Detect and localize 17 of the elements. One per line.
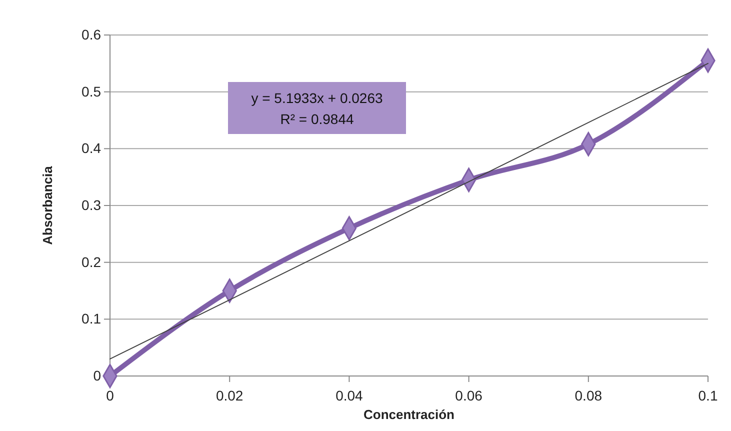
- y-axis-title: Absorbancia: [40, 165, 55, 245]
- annotation: R² = 0.9844: [280, 111, 354, 127]
- x-axis-title: Concentración: [363, 407, 455, 422]
- x-tick-label: 0: [106, 387, 114, 404]
- annotation: y = 5.1933x + 0.0263: [251, 90, 383, 106]
- y-tick-label: 0.5: [82, 83, 102, 100]
- y-tick-label: 0.1: [82, 310, 102, 327]
- y-tick-label: 0.2: [82, 254, 102, 270]
- y-tick-label: 0: [93, 367, 102, 384]
- x-tick-label: 0.1: [698, 387, 718, 404]
- x-tick-label: 0.02: [216, 387, 244, 404]
- x-tick-label: 0.04: [336, 387, 364, 404]
- x-tick-label: 0.06: [455, 387, 483, 404]
- x-tick-label: 0.08: [574, 387, 602, 404]
- y-tick-label: 0.4: [82, 140, 102, 156]
- y-tick-label: 0.6: [82, 26, 102, 42]
- y-tick-label: 0.3: [82, 196, 102, 213]
